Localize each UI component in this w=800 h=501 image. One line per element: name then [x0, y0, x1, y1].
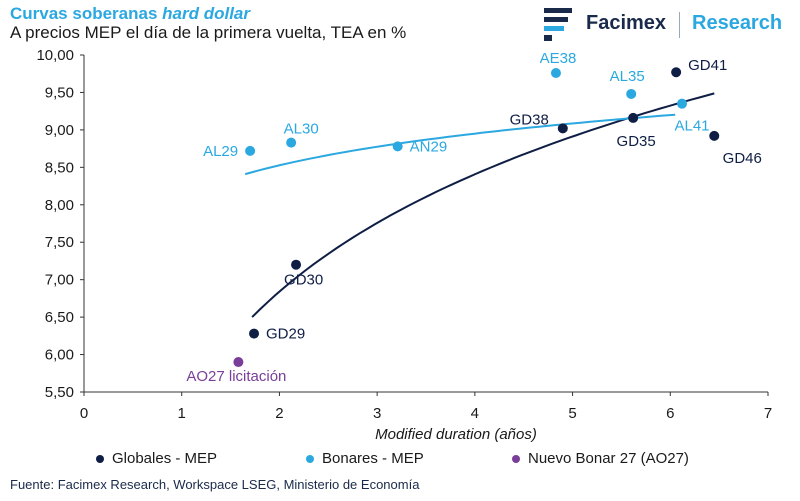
y-tick-label: 8,00	[45, 197, 74, 214]
bonares-label-an29: AN29	[410, 138, 448, 155]
bonares-point-al35	[626, 88, 637, 99]
y-tick-label: 7,00	[45, 272, 74, 289]
x-tick-label: 0	[80, 405, 88, 422]
globales-label-gd38: GD38	[510, 111, 549, 128]
y-tick-label: 6,00	[45, 347, 74, 364]
legend-nuevo-marker	[512, 454, 520, 463]
logo-separator	[679, 12, 680, 38]
bonares-label-ae38: AE38	[540, 50, 577, 67]
logo-research: Research	[692, 12, 783, 34]
x-tick-label: 7	[764, 405, 772, 422]
y-tick-label: 9,00	[45, 122, 74, 139]
bonares-point-al41	[677, 98, 688, 109]
legend-bonares-marker	[306, 454, 314, 463]
x-tick-label: 6	[666, 405, 674, 422]
x-tick-label: 3	[373, 405, 381, 422]
globales-label-gd41: GD41	[688, 57, 727, 74]
y-tick-label: 7,50	[45, 234, 74, 251]
globales-label-gd29: GD29	[266, 326, 305, 343]
legend-globales-marker	[96, 454, 104, 463]
legend-nuevo-label: Nuevo Bonar 27 (AO27)	[528, 450, 689, 467]
x-tick-label: 1	[178, 405, 186, 422]
x-tick-label: 2	[275, 405, 283, 422]
logo-name: Facimex	[586, 12, 667, 34]
chart-subtitle: A precios MEP el día de la primera vuelt…	[10, 23, 407, 42]
y-tick-label: 9,50	[45, 84, 74, 101]
bonares-point-al29	[245, 145, 256, 156]
nuevo-label-ao27-licitación: AO27 licitación	[186, 368, 286, 385]
legend-bonares: Bonares - MEP	[306, 450, 424, 467]
bonares-label-al41: AL41	[674, 118, 709, 135]
chart-title: Curvas soberanas hard dollar	[10, 4, 250, 23]
globales-point-gd30	[291, 259, 302, 270]
bonares-label-al29: AL29	[203, 143, 238, 160]
legend-globales-label: Globales - MEP	[112, 450, 218, 467]
legend-globales: Globales - MEP	[96, 450, 217, 467]
globales-label-gd30: GD30	[284, 272, 323, 289]
y-tick-label: 8,50	[45, 159, 74, 176]
facimex-logo: Facimex Research	[540, 6, 790, 44]
globales-label-gd35: GD35	[617, 133, 656, 150]
globales-point-gd41	[671, 67, 682, 78]
x-tick-label: 5	[568, 405, 576, 422]
y-tick-label: 5,50	[45, 384, 74, 401]
globales-label-gd46: GD46	[723, 150, 762, 167]
x-tick-label: 4	[471, 405, 479, 422]
nuevo-point-ao27-licitación	[233, 357, 244, 368]
globales-point-gd38	[557, 123, 568, 134]
legend-nuevo: Nuevo Bonar 27 (AO27)	[512, 450, 689, 467]
bonares-trend-line	[244, 113, 676, 176]
bonares-point-al30	[286, 137, 297, 148]
y-tick-label: 6,50	[45, 309, 74, 326]
globales-point-gd46	[709, 130, 720, 141]
legend-bonares-label: Bonares - MEP	[322, 450, 424, 467]
globales-point-gd29	[249, 328, 260, 339]
bonares-label-al35: AL35	[610, 68, 645, 85]
x-axis-label: Modified duration (años)	[375, 426, 537, 443]
globales-point-gd35	[628, 112, 639, 123]
y-tick-label: 10,00	[36, 47, 74, 64]
source-note: Fuente: Facimex Research, Workspace LSEG…	[10, 477, 420, 492]
bonares-point-ae38	[550, 67, 561, 78]
bonares-point-an29	[392, 141, 403, 152]
facimex-logo-icon	[544, 8, 572, 41]
bonares-label-al30: AL30	[284, 121, 319, 138]
